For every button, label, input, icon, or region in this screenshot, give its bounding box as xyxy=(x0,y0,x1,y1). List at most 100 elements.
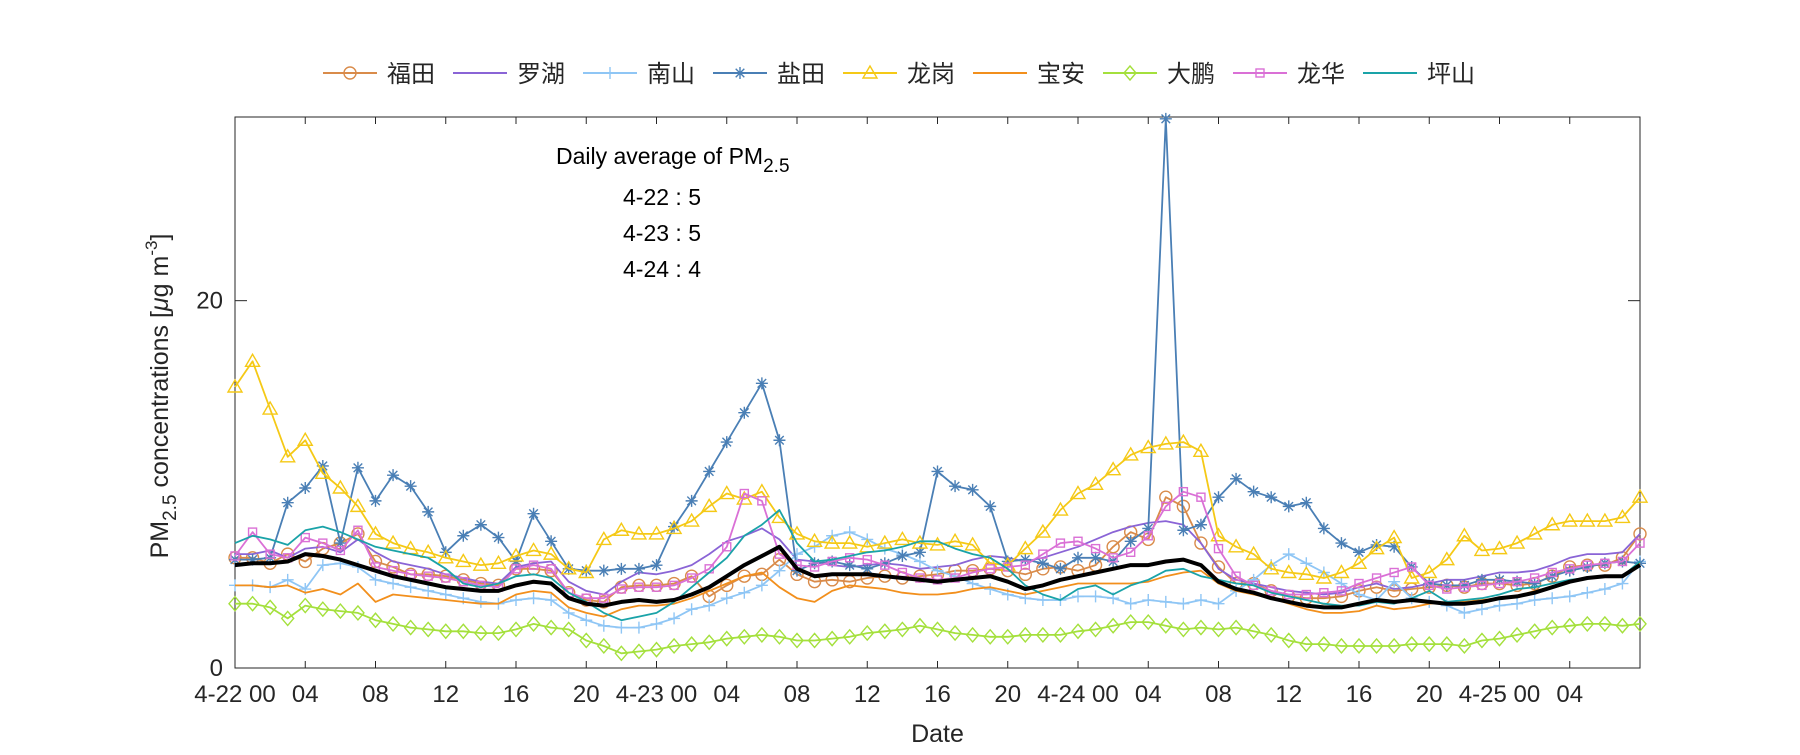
data-point xyxy=(1196,492,1206,502)
legend-item: 盐田 xyxy=(713,61,825,88)
data-point xyxy=(1019,553,1032,566)
legend-marker xyxy=(861,64,879,79)
data-point xyxy=(632,643,646,660)
data-point xyxy=(491,625,506,642)
data-point xyxy=(1280,564,1297,579)
data-point xyxy=(1475,573,1488,586)
data-point xyxy=(1369,637,1384,655)
data-point xyxy=(1038,549,1048,559)
data-point xyxy=(1088,621,1103,638)
data-point xyxy=(1565,564,1575,574)
data-point xyxy=(614,645,629,662)
data-point xyxy=(876,534,894,549)
data-point xyxy=(880,560,890,570)
data-point xyxy=(895,621,910,638)
data-point xyxy=(349,497,367,513)
data-point xyxy=(1316,636,1331,653)
x-tick-label: 20 xyxy=(994,681,1021,708)
data-point xyxy=(948,625,962,642)
data-point xyxy=(843,559,856,572)
data-point xyxy=(280,610,295,627)
legend: 福田 罗湖 南山 盐田 龙岗 宝安 大鹏 龙华 坪山 xyxy=(323,61,1475,88)
data-point xyxy=(1036,594,1049,607)
x-tick-label: 04 xyxy=(713,681,740,708)
data-point xyxy=(1017,540,1034,555)
data-point xyxy=(1473,542,1491,557)
data-point xyxy=(281,496,294,509)
legend-marker xyxy=(343,66,357,80)
series-大鹏 xyxy=(228,595,1647,662)
data-point xyxy=(1194,594,1207,607)
data-point xyxy=(1123,614,1138,631)
data-point xyxy=(1036,557,1049,570)
data-point xyxy=(1178,486,1189,497)
data-point xyxy=(472,556,490,571)
data-point xyxy=(334,537,347,550)
data-point xyxy=(1282,548,1295,561)
data-point xyxy=(1158,617,1173,634)
data-point xyxy=(1069,485,1087,500)
data-point xyxy=(685,603,698,616)
data-point xyxy=(1192,442,1210,457)
data-point xyxy=(1000,628,1015,645)
data-point xyxy=(630,525,648,540)
data-point xyxy=(438,623,453,640)
data-point xyxy=(1353,588,1365,601)
data-point xyxy=(246,553,259,566)
data-point xyxy=(1475,603,1488,616)
data-point xyxy=(1106,617,1121,634)
data-point xyxy=(827,556,837,567)
data-point xyxy=(1545,619,1560,636)
data-point xyxy=(1581,560,1594,573)
data-point xyxy=(1350,554,1368,570)
data-point xyxy=(245,595,260,612)
data-point xyxy=(929,536,946,551)
y-tick-label: 0 xyxy=(210,655,223,682)
data-point xyxy=(1175,433,1192,448)
data-point xyxy=(597,595,611,609)
data-point xyxy=(509,621,523,638)
data-point xyxy=(316,559,329,572)
data-point xyxy=(860,625,875,642)
data-point xyxy=(1388,575,1401,588)
data-point xyxy=(1561,512,1578,527)
data-point xyxy=(1597,615,1612,632)
data-point xyxy=(809,562,820,572)
data-point xyxy=(965,626,980,644)
data-point xyxy=(931,564,944,577)
x-tick-label: 08 xyxy=(362,681,389,708)
data-point xyxy=(403,619,418,636)
data-point xyxy=(1370,538,1383,551)
data-point xyxy=(369,494,382,507)
data-point xyxy=(507,547,525,562)
data-point xyxy=(616,584,627,594)
data-point xyxy=(737,569,752,583)
data-point xyxy=(1582,560,1593,570)
data-point xyxy=(423,571,433,581)
data-point xyxy=(685,494,698,507)
data-point xyxy=(1598,583,1611,596)
data-point xyxy=(439,546,452,559)
data-point xyxy=(300,532,310,543)
data-point xyxy=(1194,536,1208,550)
data-point xyxy=(1001,555,1014,568)
data-point xyxy=(244,352,261,367)
data-point xyxy=(930,621,945,638)
series-line xyxy=(235,562,1641,618)
data-point xyxy=(1421,564,1438,579)
data-point xyxy=(1072,551,1084,564)
data-point xyxy=(1543,516,1561,531)
data-point xyxy=(458,576,469,587)
data-point xyxy=(510,594,522,607)
axis-ticks: 4-22 00 04 08 12 16 20 4-23 00 04 08 12 16 20 4-24 0… xyxy=(194,117,1640,708)
data-point xyxy=(896,549,909,562)
data-point xyxy=(1508,534,1526,549)
data-point xyxy=(650,559,663,572)
data-point xyxy=(1424,580,1434,591)
data-point xyxy=(335,545,346,556)
data-point xyxy=(387,577,400,590)
data-point xyxy=(545,535,558,548)
data-point xyxy=(684,636,699,653)
